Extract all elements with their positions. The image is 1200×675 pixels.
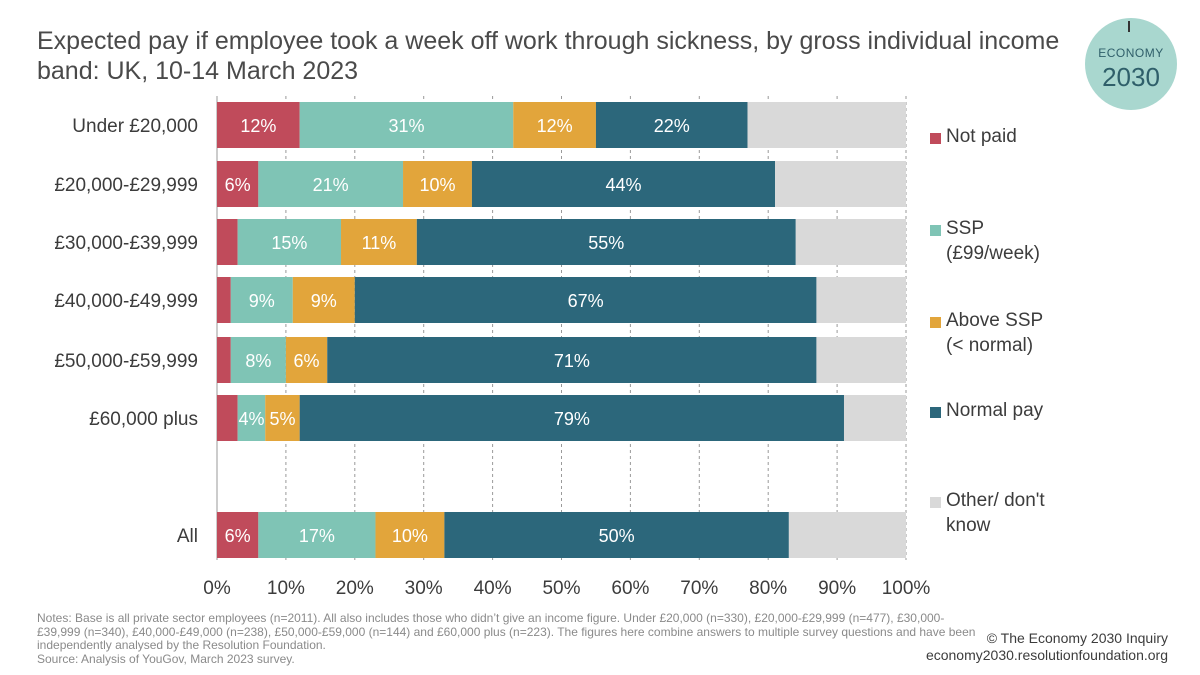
data-label: 10% <box>419 175 455 195</box>
data-label: 10% <box>392 526 428 546</box>
x-tick-label: 60% <box>611 578 649 599</box>
bar-segment <box>265 395 300 441</box>
category-label: Under £20,000 <box>72 116 198 137</box>
bar-segment <box>217 102 300 148</box>
bar-segment <box>258 161 404 207</box>
data-label: 5% <box>269 409 295 429</box>
x-tick-label: 10% <box>267 578 305 599</box>
category-label: £50,000-£59,999 <box>54 351 198 372</box>
legend-swatch <box>930 407 941 418</box>
legend-label: Other/ don't know <box>946 490 1045 536</box>
legend-label: Normal pay <box>946 400 1044 421</box>
bar-segment <box>230 277 293 323</box>
bar-segment <box>795 219 906 265</box>
bar-segment <box>471 161 776 207</box>
category-label: £40,000-£49,999 <box>54 291 198 312</box>
bar-segment <box>217 337 231 383</box>
notes-text: Notes: Base is all private sector employ… <box>37 611 976 652</box>
economy-2030-logo[interactable]: ECONOMY 2030 <box>1085 18 1177 110</box>
legend-swatch <box>930 133 941 144</box>
x-tick-label: 100% <box>882 578 931 599</box>
legend-swatch <box>930 497 941 508</box>
bar-segment <box>217 512 259 558</box>
logo-text-2030: 2030 <box>1102 62 1160 92</box>
bar-segment <box>217 219 238 265</box>
bar-segment <box>292 277 355 323</box>
data-label: 12% <box>537 116 573 136</box>
bar-segment <box>375 512 445 558</box>
data-label: 12% <box>240 116 276 136</box>
credit-copyright: © The Economy 2030 Inquiry <box>986 630 1168 646</box>
bar-segment <box>327 337 817 383</box>
bar-segment <box>299 395 844 441</box>
x-tick-label: 20% <box>336 578 374 599</box>
data-label: 71% <box>554 351 590 371</box>
data-label: 6% <box>225 526 251 546</box>
category-label: £60,000 plus <box>89 409 198 430</box>
data-label: 21% <box>313 175 349 195</box>
credit-url[interactable]: economy2030.resolutionfoundation.org <box>925 647 1168 663</box>
x-tick-label: 70% <box>680 578 718 599</box>
source-text: Source: Analysis of YouGov, March 2023 s… <box>37 651 295 666</box>
data-label: 17% <box>299 526 335 546</box>
logo-tick-mark <box>1128 21 1130 32</box>
data-label: 11% <box>362 233 397 253</box>
x-tick-label: 90% <box>818 578 856 599</box>
bar-segment <box>513 102 596 148</box>
bar-segment <box>237 219 342 265</box>
data-label: 79% <box>554 409 590 429</box>
bar-segment <box>816 337 906 383</box>
data-label: 67% <box>568 291 604 311</box>
x-tick-label: 40% <box>474 578 512 599</box>
bar-segment <box>285 337 328 383</box>
bar-segment <box>816 277 906 323</box>
legend-label: Not paid <box>946 126 1017 147</box>
bar-segment <box>747 102 906 148</box>
legend-label: Above SSP (< normal) <box>946 310 1044 356</box>
data-label: 15% <box>271 233 307 253</box>
x-tick-label: 80% <box>749 578 787 599</box>
credit: © The Economy 2030 Inquiry economy2030.r… <box>926 630 1168 664</box>
data-label: 9% <box>311 291 337 311</box>
category-label: £30,000-£39,999 <box>54 233 198 254</box>
data-label: 55% <box>588 233 624 253</box>
data-label: 50% <box>599 526 635 546</box>
legend-swatch <box>930 225 941 236</box>
x-tick-label: 50% <box>542 578 580 599</box>
logo-text-economy: ECONOMY <box>1098 46 1164 60</box>
x-tick-label: 0% <box>203 578 231 599</box>
bar-segment <box>354 277 817 323</box>
category-label: £20,000-£29,999 <box>54 175 198 196</box>
bar-segment <box>217 395 238 441</box>
bar-segment <box>299 102 514 148</box>
bar-segment <box>217 277 231 323</box>
bar-segment <box>444 512 789 558</box>
chart-notes: Notes: Base is all private sector employ… <box>37 611 977 666</box>
data-label: 6% <box>225 175 251 195</box>
legend-swatch <box>930 317 941 328</box>
legend-label: SSP (£99/week) <box>946 218 1040 264</box>
category-label: All <box>177 526 198 547</box>
bar-segment <box>237 395 266 441</box>
bar-segment <box>788 512 906 558</box>
data-label: 31% <box>388 116 424 136</box>
data-label: 4% <box>238 409 264 429</box>
data-label: 9% <box>249 291 275 311</box>
bar-segment <box>416 219 796 265</box>
data-label: 22% <box>654 116 690 136</box>
bar-segment <box>217 161 259 207</box>
bar-segment <box>595 102 748 148</box>
bar-segment <box>775 161 906 207</box>
bar-segment <box>403 161 472 207</box>
data-label: 44% <box>605 175 641 195</box>
data-label: 6% <box>294 351 320 371</box>
bar-segment <box>843 395 906 441</box>
bar-segment <box>258 512 376 558</box>
bar-segment <box>341 219 417 265</box>
chart-title: Expected pay if employee took a week off… <box>37 27 1060 85</box>
x-tick-label: 30% <box>405 578 443 599</box>
bar-segment <box>230 337 286 383</box>
data-label: 8% <box>245 351 271 371</box>
